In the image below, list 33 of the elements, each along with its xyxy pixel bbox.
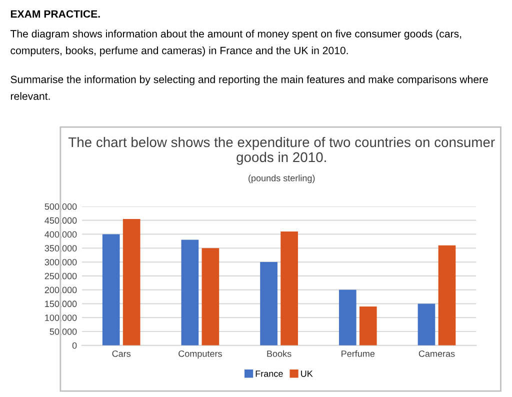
y-tick-label: 50,000	[50, 328, 77, 336]
legend-label: France	[256, 370, 283, 377]
y-tick-label: 500,000	[44, 203, 77, 211]
x-tick-label: Cars	[112, 350, 131, 357]
y-tick-label: 300,000	[44, 258, 77, 266]
legend-label: UK	[301, 370, 313, 377]
chart-title: The chart below shows the expenditure of two countries on consumer goods in 2010.	[68, 136, 495, 165]
y-tick-label: 150,000	[45, 300, 77, 308]
y-tick-label: 100,000	[45, 314, 77, 322]
y-tick-label: 450,000	[44, 217, 77, 225]
x-tick-label: Computers	[178, 350, 222, 359]
x-tick-label: Cameras	[418, 350, 455, 357]
x-tick-label: Perfume	[342, 350, 375, 357]
bar	[202, 248, 220, 346]
bar	[438, 245, 456, 346]
y-tick-label: 350,000	[44, 245, 77, 253]
chart-subtitle: (pounds sterling)	[248, 174, 315, 184]
bar	[338, 290, 356, 346]
bar	[181, 240, 199, 346]
text: EXAM PRACTICE.	[10, 10, 100, 18]
text: The diagram shows information about the amount of money spent on five consumer goods (cars, computers, books, perfume and cameras) in France and the UK in 2010.	[10, 30, 462, 56]
x-tick-label: Books	[267, 350, 292, 357]
y-tick-label: 400,000	[44, 231, 77, 239]
y-tick-label: 250,000	[44, 272, 77, 280]
text: Summarise the information by selecting and reporting the main features and make comparisons where relevant.	[10, 75, 488, 100]
bar	[359, 306, 377, 346]
bar	[122, 218, 140, 346]
bar	[260, 262, 278, 346]
bar	[280, 231, 298, 346]
bar	[102, 234, 120, 346]
bar	[418, 304, 436, 346]
y-tick-label: 0	[72, 342, 77, 349]
y-tick-label: 200,000	[44, 286, 77, 294]
